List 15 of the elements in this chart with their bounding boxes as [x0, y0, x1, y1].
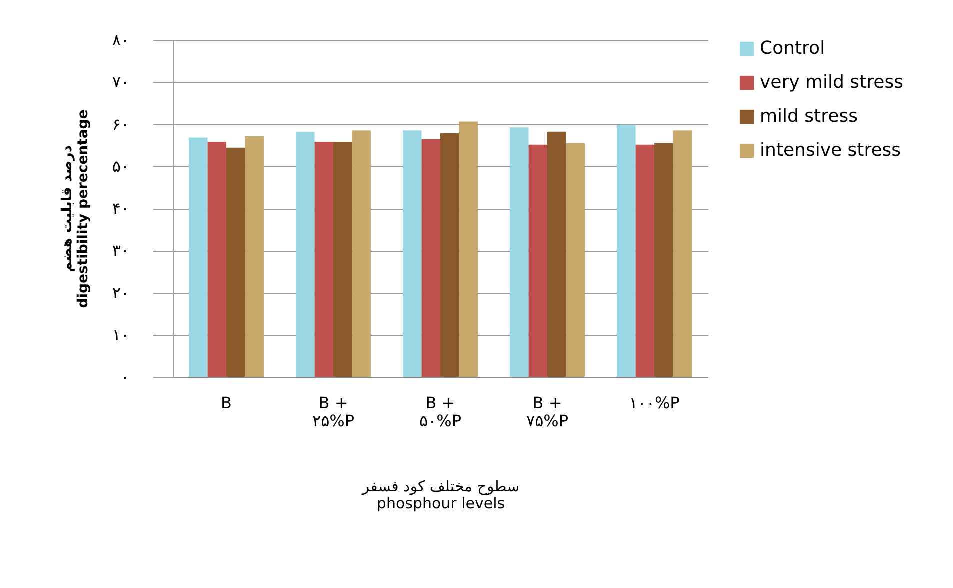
- y-tick-label: ۴۰: [112, 199, 130, 218]
- y-tick-label: ۰: [120, 368, 130, 386]
- y-tick-label: ۷۰: [112, 72, 130, 92]
- x-tick-label: ۱۰۰%P: [629, 394, 680, 412]
- legend-label: mild stress: [760, 106, 858, 127]
- y-tick-label: ۵۰: [112, 156, 130, 176]
- y-tick-label: ۳۰: [112, 241, 130, 260]
- y-tick-label: ۱۰: [112, 325, 130, 344]
- x-tick-label: B: [221, 394, 232, 412]
- y-tick-label: ۶۰: [112, 114, 130, 134]
- legend-label: very mild stress: [760, 72, 904, 93]
- y-tick-label: ۲۰: [112, 283, 130, 302]
- legend-label: intensive stress: [760, 140, 902, 161]
- legend-label: Control: [760, 38, 826, 59]
- y-tick-label: ۸۰: [112, 30, 130, 50]
